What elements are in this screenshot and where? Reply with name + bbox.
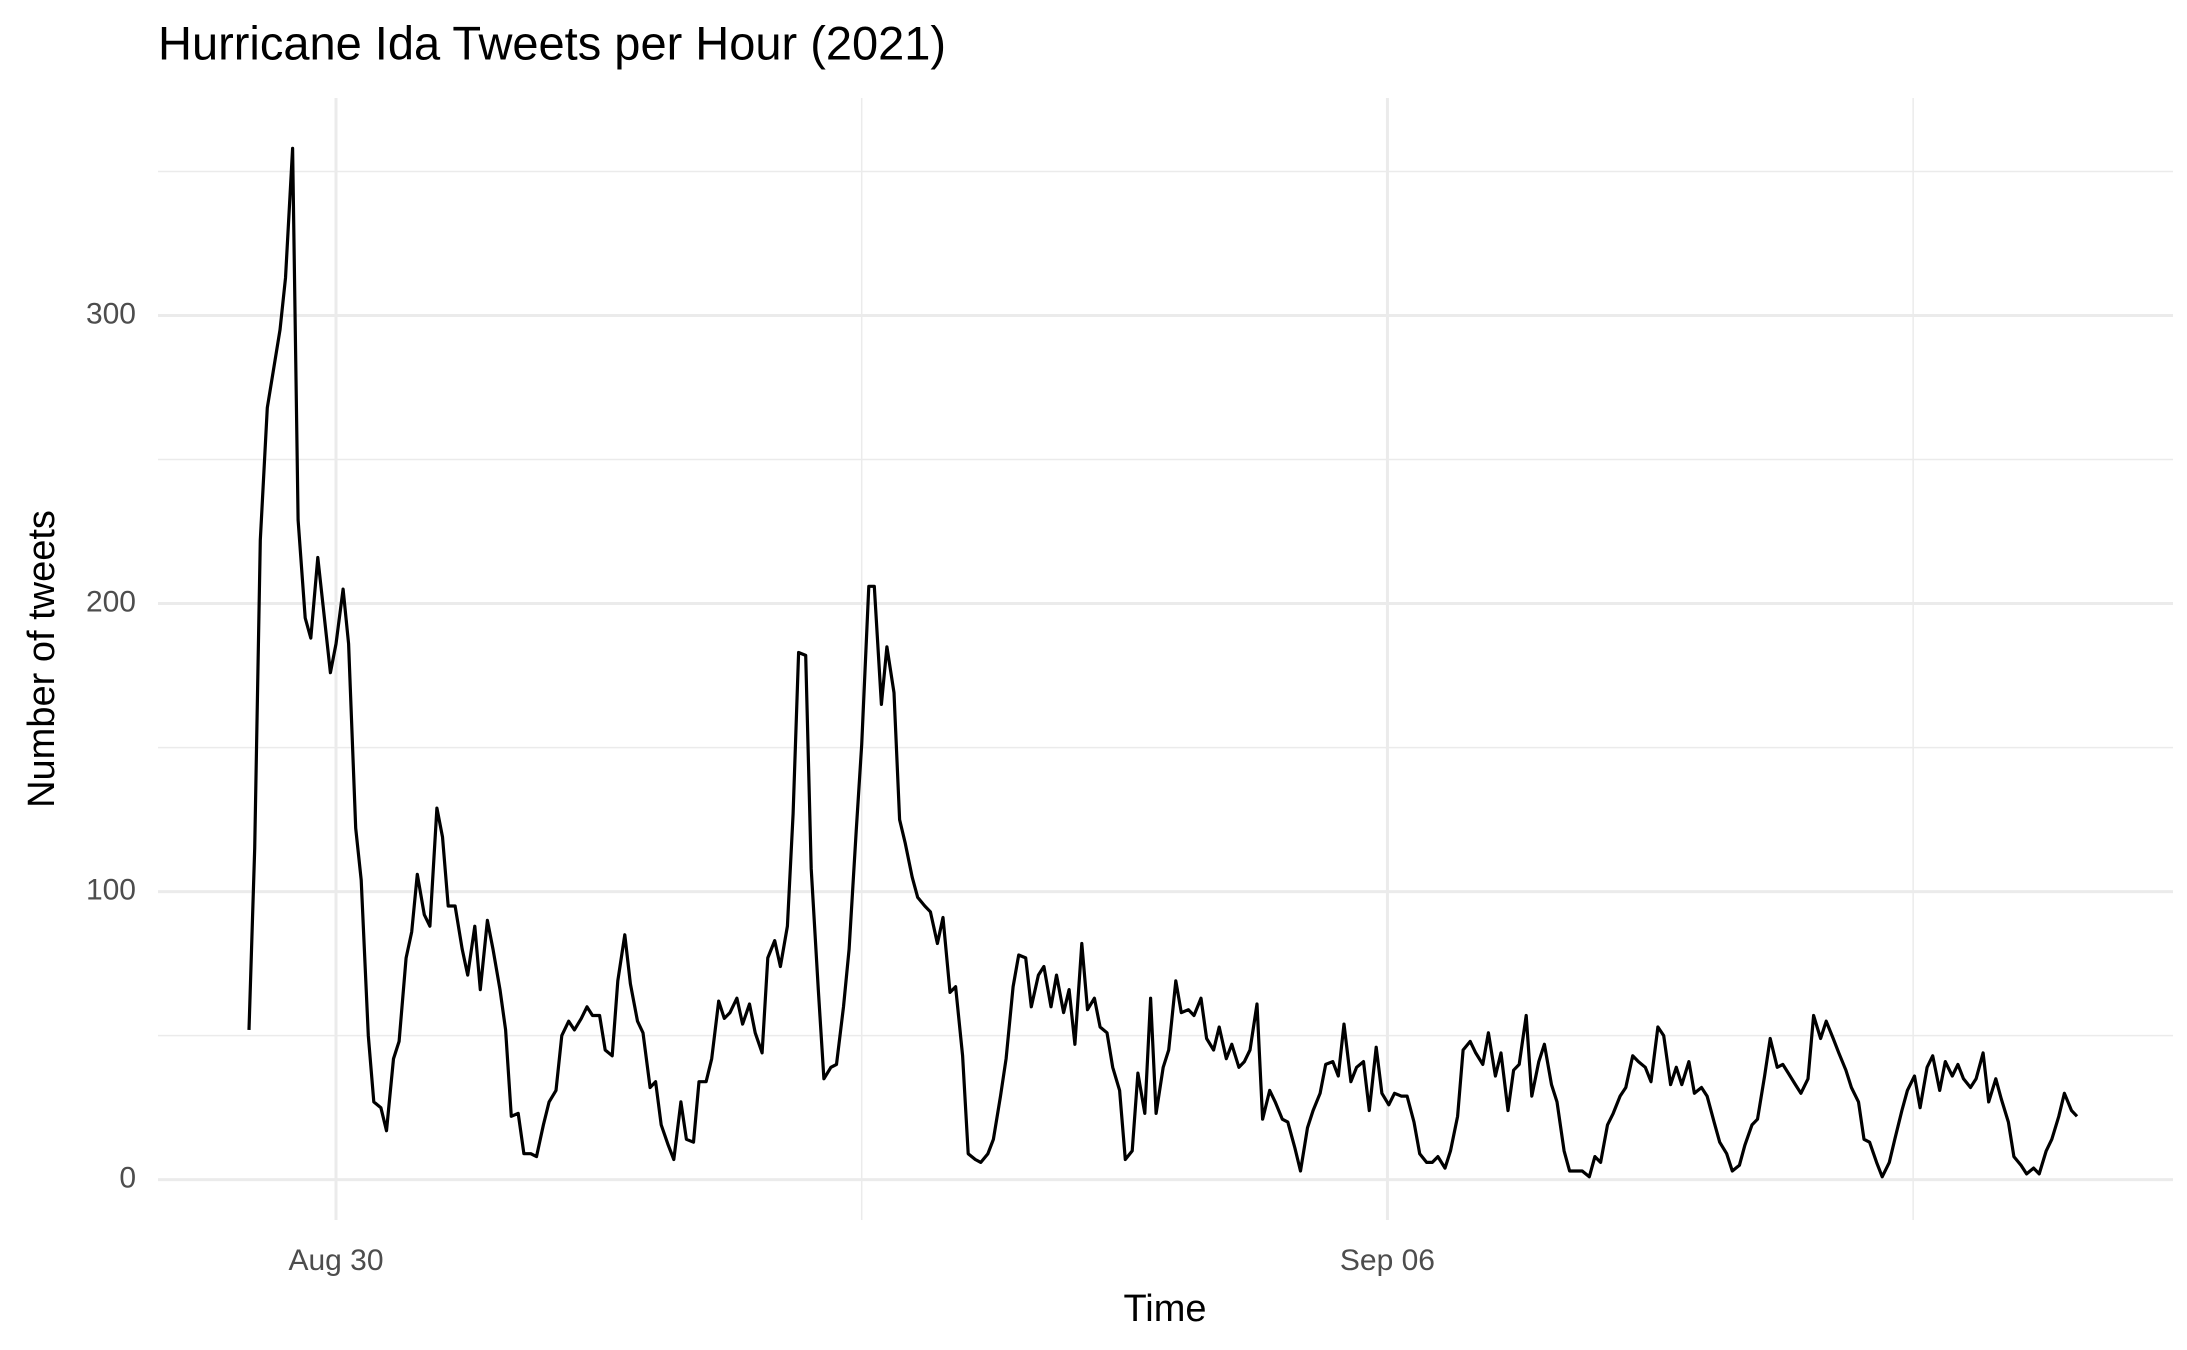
chart-title: Hurricane Ida Tweets per Hour (2021) [158, 16, 946, 69]
y-tick-label: 100 [86, 874, 136, 907]
data-line [247, 146, 2079, 1179]
x-axis-label: Time [1123, 1288, 1206, 1330]
y-tick-label: 300 [86, 297, 136, 330]
y-tick-label: 0 [119, 1162, 136, 1195]
x-tick-label: Aug 30 [288, 1244, 383, 1277]
y-axis-label: Number of tweets [21, 510, 63, 808]
x-tick-label: Sep 06 [1340, 1244, 1435, 1277]
y-tick-label: 200 [86, 585, 136, 618]
